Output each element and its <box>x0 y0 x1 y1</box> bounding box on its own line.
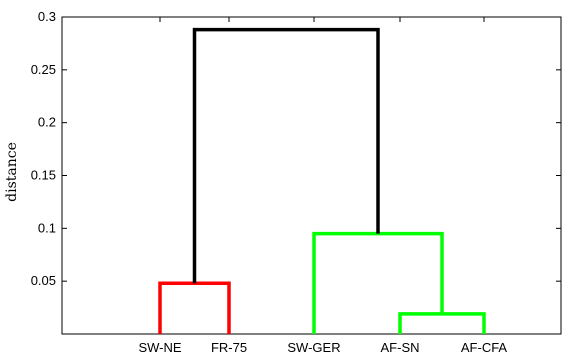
y-tick-label: 0.3 <box>38 9 56 24</box>
axes: 0.05 0.1 0.15 0.2 0.25 0.3 <box>31 9 562 335</box>
y-tick-label: 0.2 <box>38 115 56 130</box>
leaf-label: SW-GER <box>287 340 340 355</box>
dendrogram-link <box>398 312 486 334</box>
y-tick-label: 0.05 <box>31 273 56 288</box>
dendrogram-links <box>158 27 486 334</box>
leaf-labels: SW-NE FR-75 SW-GER AF-SN AF-CFA <box>138 340 507 355</box>
leaf-label: AF-SN <box>381 340 420 355</box>
leaf-label: AF-CFA <box>461 340 508 355</box>
leaf-label: FR-75 <box>211 340 247 355</box>
dendrogram-link <box>158 281 231 334</box>
dendrogram-link <box>312 231 444 334</box>
y-tick-label: 0.15 <box>31 168 56 183</box>
leaf-label: SW-NE <box>138 340 181 355</box>
y-tick-label: 0.25 <box>31 62 56 77</box>
dendrogram-link <box>192 27 380 284</box>
y-axis-label: distance <box>4 142 20 202</box>
y-tick-label: 0.1 <box>38 220 56 235</box>
plot-frame <box>61 16 562 335</box>
